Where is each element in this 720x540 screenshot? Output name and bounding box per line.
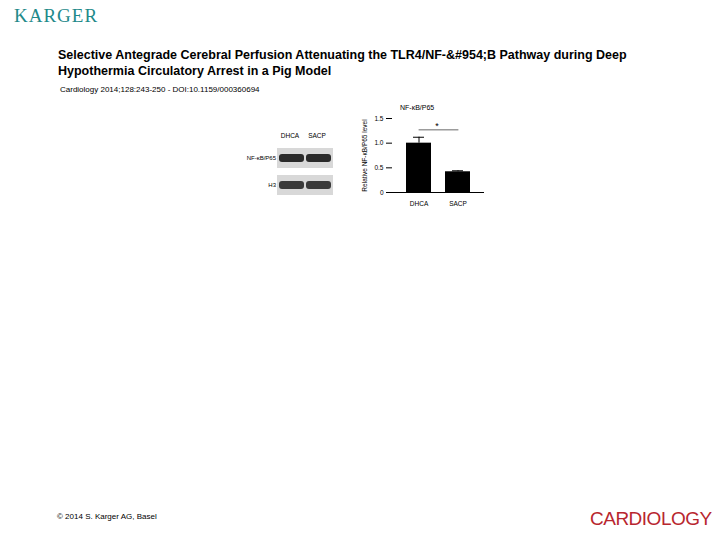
svg-text:0.5: 0.5 [374, 164, 383, 171]
svg-text:H3: H3 [268, 182, 276, 188]
svg-text:DHCA: DHCA [281, 132, 300, 139]
svg-text:DHCA: DHCA [410, 200, 429, 206]
svg-text:NF-κB/P65: NF-κB/P65 [247, 155, 277, 161]
svg-text:*: * [435, 121, 439, 131]
svg-text:1.5: 1.5 [374, 115, 383, 122]
html-text:KARGER: KARGER [14, 5, 99, 26]
svg-text:Relative NF-κB/P65 level: Relative NF-κB/P65 level [361, 119, 368, 192]
html-text:Cardiology 2014;128:243-250 -: Cardiology 2014;128:243-250 - DOI:10.115… [60, 85, 260, 94]
html-text:CARDIOLOGY: CARDIOLOGY [590, 508, 712, 529]
svg-text:SACP: SACP [449, 200, 467, 206]
html-text:Selective Antegrade Cerebral P: Selective Antegrade Cerebral Perfusion A… [58, 48, 627, 78]
svg-text:SACP: SACP [308, 132, 326, 139]
svg-text:0: 0 [380, 189, 384, 196]
svg-text:1.0: 1.0 [374, 139, 383, 146]
html-text:NF-κB/P65: NF-κB/P65 [400, 104, 435, 111]
html-text:© 2014 S. Karger AG, Basel: © 2014 S. Karger AG, Basel [57, 512, 157, 521]
